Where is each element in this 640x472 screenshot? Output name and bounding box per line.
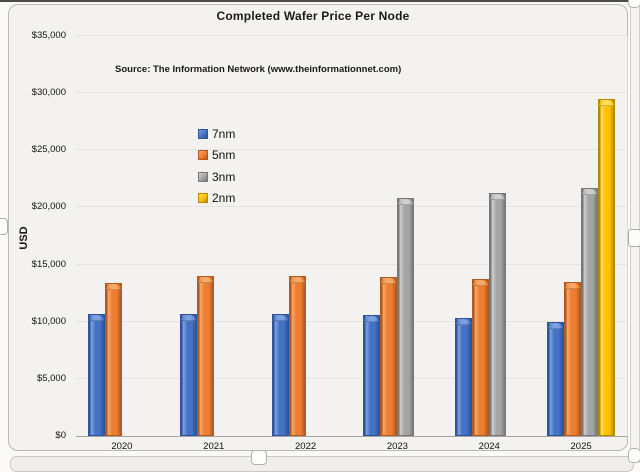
- horizontal-scrollbar-track[interactable]: [10, 456, 634, 472]
- bar-top-cap: [364, 315, 380, 322]
- bar-7nm-2023: [363, 314, 381, 436]
- bar-top-cap: [565, 282, 581, 289]
- x-tick-label: 2023: [386, 441, 408, 452]
- bar-top-cap: [272, 314, 288, 321]
- vertical-scrollbar-thumb[interactable]: [628, 229, 640, 247]
- x-tick-label: 2022: [295, 441, 317, 452]
- legend-item-5nm: 5nm: [198, 145, 235, 167]
- legend-swatch-2nm: [198, 193, 208, 204]
- bar-7nm-2022: [271, 313, 289, 436]
- x-tick-label: 2020: [111, 441, 133, 452]
- vertical-scrollbar-cap-top[interactable]: [628, 0, 640, 8]
- bar-2nm-2025: [598, 99, 616, 436]
- legend-swatch-5nm: [198, 150, 208, 161]
- y-tick-label: $10,000: [31, 315, 66, 327]
- x-tick-label: 2021: [203, 441, 225, 452]
- bar-5nm-2021: [196, 276, 214, 436]
- bar-5nm-2024: [472, 278, 490, 436]
- bar-3nm-2025: [581, 188, 599, 436]
- chart-title: Completed Wafer Price Per Node: [216, 9, 410, 23]
- y-tick-label: $35,000: [31, 30, 66, 41]
- gridline: [76, 149, 627, 151]
- y-axis: $0 $5,000 $10,000 $15,000 $20,000 $25,000 $30,…: [0, 30, 66, 441]
- y-tick-label: $5,000: [36, 372, 66, 384]
- bar-top-cap: [473, 279, 489, 286]
- y-tick-label: $15,000: [31, 258, 66, 270]
- gridline: [76, 92, 627, 94]
- gridline: [76, 35, 627, 36]
- legend-item-7nm: 7nm: [198, 123, 235, 145]
- gridline: [76, 263, 627, 265]
- legend-item-2nm: 2nm: [198, 188, 235, 210]
- bar-7nm-2024: [455, 317, 473, 436]
- legend-item-3nm: 3nm: [198, 166, 235, 188]
- bar-top-cap: [398, 199, 414, 206]
- bar-top-cap: [490, 193, 506, 200]
- x-axis: 2020 2021 2022 2023 2024 2025: [76, 441, 627, 455]
- bar-5nm-2022: [288, 276, 306, 436]
- legend: 7nm 5nm 3nm 2nm: [198, 123, 235, 209]
- bar-top-cap: [548, 322, 564, 329]
- bar-5nm-2025: [564, 281, 582, 436]
- bar-7nm-2021: [179, 313, 197, 436]
- bar-7nm-2020: [87, 313, 105, 436]
- bar-top-cap: [197, 277, 213, 283]
- bar-top-cap: [456, 318, 472, 325]
- bar-top-cap: [88, 314, 104, 321]
- vertical-scrollbar-cap-bottom[interactable]: [628, 448, 640, 463]
- y-tick-label: $20,000: [31, 201, 66, 213]
- source-note: Source: The Information Network (www.the…: [115, 64, 402, 75]
- legend-label: 2nm: [212, 191, 236, 206]
- bar-top-cap: [105, 283, 121, 290]
- bar-3nm-2023: [397, 198, 415, 436]
- gridline: [76, 377, 627, 379]
- gridline: [76, 206, 627, 208]
- bar-top-cap: [180, 314, 196, 321]
- bar-5nm-2023: [380, 277, 398, 436]
- bar-top-cap: [599, 100, 615, 107]
- y-axis-title: USD: [18, 226, 30, 250]
- bar-top-cap: [381, 278, 397, 285]
- left-edge-tab[interactable]: [0, 218, 8, 235]
- x-tick-label: 2024: [478, 441, 500, 452]
- legend-label: 7nm: [212, 126, 236, 141]
- window-top-edge: [0, 0, 640, 2]
- legend-swatch-3nm: [198, 171, 208, 182]
- legend-label: 5nm: [212, 148, 236, 163]
- bar-7nm-2025: [547, 321, 565, 436]
- y-tick-label: $0: [55, 430, 66, 441]
- bar-3nm-2024: [489, 192, 507, 436]
- bar-top-cap: [582, 189, 598, 195]
- x-tick-label: 2025: [570, 441, 592, 452]
- plot-area: [76, 35, 628, 437]
- legend-label: 3nm: [212, 169, 236, 184]
- gridline: [76, 320, 627, 322]
- bar-top-cap: [289, 277, 305, 283]
- y-tick-label: $30,000: [31, 87, 66, 99]
- legend-swatch-7nm: [198, 128, 208, 139]
- y-tick-label: $25,000: [31, 144, 66, 156]
- bar-5nm-2020: [104, 282, 122, 436]
